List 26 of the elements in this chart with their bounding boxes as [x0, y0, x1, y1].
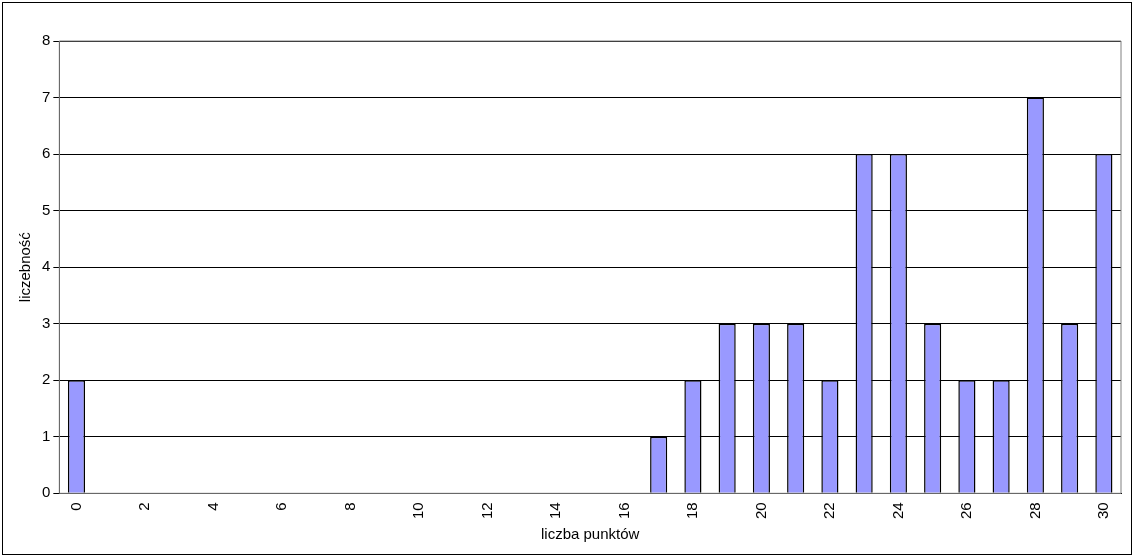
x-tick-label: 0 — [66, 502, 84, 511]
x-axis-title: liczba punktów — [540, 525, 640, 543]
x-tick-label: 4 — [203, 502, 221, 511]
y-axis-title: liczebność — [16, 231, 34, 303]
y-tick-label: 4 — [42, 257, 51, 275]
y-tick-label: 1 — [42, 426, 51, 444]
x-tick-label: 14 — [546, 502, 564, 519]
x-tick-label: 2 — [135, 502, 153, 511]
y-tick-label: 6 — [42, 144, 51, 162]
x-tick-label: 16 — [614, 502, 632, 519]
x-tick-label: 22 — [820, 502, 838, 519]
x-tick-label: 8 — [340, 502, 358, 511]
x-tick-label: 24 — [888, 502, 906, 519]
x-tick-label: 20 — [751, 502, 769, 519]
x-tick-label: 18 — [683, 502, 701, 519]
x-tick-label: 6 — [272, 502, 290, 511]
y-tick-label: 3 — [42, 313, 51, 331]
x-tick-label: 26 — [957, 502, 975, 519]
y-tick-label: 2 — [42, 370, 51, 388]
x-tick-label: 28 — [1025, 502, 1043, 519]
y-tick-label: 5 — [42, 200, 51, 218]
y-tick-label: 7 — [42, 87, 51, 105]
x-tick-label: 10 — [409, 502, 427, 519]
y-tick-label: 8 — [42, 31, 51, 49]
x-tick-label: 30 — [1094, 502, 1112, 519]
x-tick-label: 12 — [477, 502, 495, 519]
